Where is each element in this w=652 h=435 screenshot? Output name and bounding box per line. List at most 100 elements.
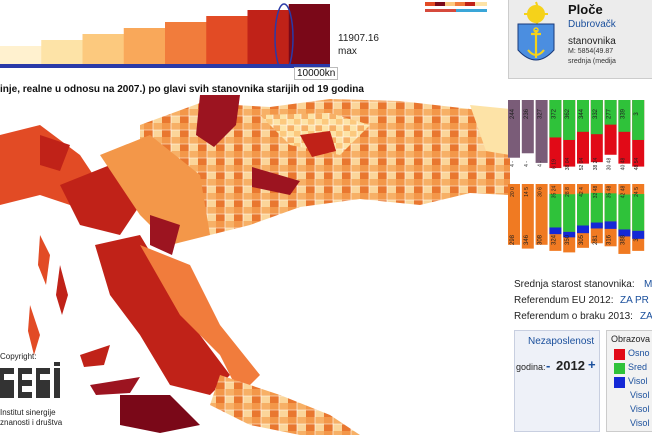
stat-row-label: Referendum o braku 2013: xyxy=(514,311,633,322)
bar-bottom-green xyxy=(604,193,617,222)
legend-step xyxy=(247,10,290,66)
stat-row-value[interactable]: M xyxy=(644,279,652,290)
bar-top-label: 3 xyxy=(634,112,640,116)
bar-top-sublabel: 4 - xyxy=(510,161,516,167)
bar-top-sublabel: 4 - xyxy=(538,161,544,167)
bar-bottom-blue xyxy=(604,221,617,229)
education-item[interactable]: Visol xyxy=(630,418,650,428)
bar-top-sublabel: 48 54 xyxy=(634,158,640,171)
year-increment-button[interactable]: + xyxy=(588,357,596,372)
region-lika-dark[interactable] xyxy=(150,215,180,255)
bar-bottom-label: 388 xyxy=(620,234,626,245)
education-item[interactable]: Visol xyxy=(630,404,650,414)
unemployment-title[interactable]: Nezaposlenost xyxy=(528,336,595,347)
coat-of-arms-icon xyxy=(517,1,555,61)
bar-bottom-label: 324 xyxy=(551,234,557,245)
legend-step xyxy=(0,46,42,66)
region-lika[interactable] xyxy=(100,135,210,245)
croatia-choropleth-map[interactable] xyxy=(0,95,510,435)
legend-color-scale xyxy=(0,3,330,68)
island-pag[interactable] xyxy=(28,305,40,355)
metric-text: M: 5854(49.87 xyxy=(568,48,614,55)
copyright-label: Copyright: xyxy=(0,352,37,361)
bar-top-sublabel: 40 48 xyxy=(620,158,626,171)
year-decrement-button[interactable]: - xyxy=(546,358,551,373)
region-dark-mid[interactable] xyxy=(252,167,300,195)
municipality-name: Ploče xyxy=(568,2,603,17)
bar-bottom-label: 298 xyxy=(510,234,516,245)
bar-bottom-sublabel: 14 5 xyxy=(524,187,530,197)
bar-top-label: 332 xyxy=(593,108,599,119)
region-istria-inner[interactable] xyxy=(40,135,70,171)
education-item[interactable]: Sred xyxy=(628,362,648,372)
education-item[interactable]: Osno xyxy=(628,348,650,358)
bar-top-label: 244 xyxy=(510,108,516,119)
education-swatch xyxy=(614,349,625,360)
region-dalmatia[interactable] xyxy=(95,235,230,395)
island-hvar[interactable] xyxy=(90,377,140,395)
bar-bottom-blue xyxy=(563,231,576,238)
legend-step xyxy=(206,16,248,66)
region-zagreb[interactable] xyxy=(196,95,240,147)
county-link[interactable]: Dubrovačk xyxy=(568,19,616,30)
bar-top-green xyxy=(577,100,589,132)
bar-bottom-sublabel: 20 0 xyxy=(510,187,516,197)
unemployment-box xyxy=(514,330,600,432)
legend-step xyxy=(165,22,207,66)
bar-bottom-sublabel: 28 8 xyxy=(565,187,571,197)
bar-bottom-sublabel: 35 48 xyxy=(607,186,613,199)
bar-bottom-label: 3 xyxy=(634,238,640,242)
education-item[interactable]: Visol xyxy=(628,376,648,386)
bar-bottom-sublabel: 32 48 xyxy=(593,186,599,199)
bar-bottom-blue xyxy=(632,230,645,239)
median-text: srednja (medija xyxy=(568,58,616,65)
bar-bottom-blue xyxy=(618,229,631,237)
bar-top xyxy=(521,100,534,154)
stat-row-label: Referendum EU 2012: xyxy=(514,295,614,306)
population-text: stanovnika xyxy=(568,36,616,47)
region-island-south[interactable] xyxy=(120,395,200,433)
bar-top-sublabel: 38 04 xyxy=(565,158,571,171)
institute-name-line2: znanosti i društva xyxy=(0,418,63,427)
region-north[interactable] xyxy=(140,99,510,235)
island-brac[interactable] xyxy=(80,345,110,367)
bar-bottom-sublabel: 24 5 xyxy=(634,187,640,197)
bar-top xyxy=(508,100,520,158)
bar-bottom-green xyxy=(549,194,562,228)
region-dalmatia-hinterland[interactable] xyxy=(140,245,260,395)
bar-top-label: 327 xyxy=(538,108,544,119)
legend-step xyxy=(41,40,83,66)
bar-top-label: 339 xyxy=(620,108,626,119)
bar-bottom-sublabel: 35 24 xyxy=(551,186,557,199)
bar-bottom-sublabel: 30 6 xyxy=(538,187,544,197)
island-cres[interactable] xyxy=(38,235,50,285)
bar-top-green xyxy=(618,100,631,132)
stat-row-value[interactable]: ZA xyxy=(640,311,652,322)
bar-bottom-green xyxy=(618,194,631,230)
bar-top-green xyxy=(549,100,562,138)
bar-bottom-green xyxy=(563,194,576,232)
legend-max-label: max xyxy=(338,46,357,57)
region-south-dalmatia[interactable] xyxy=(210,375,360,435)
bar-bottom-sublabel: 42 48 xyxy=(620,186,626,199)
legend-highlight-marker xyxy=(274,3,294,68)
bar-bottom xyxy=(535,184,548,245)
bar-top-label: 344 xyxy=(579,108,585,119)
bar-bottom-label: 316 xyxy=(607,234,613,245)
legend-scale-tick: 10000kn xyxy=(294,67,339,80)
bar-top-label: 362 xyxy=(565,108,571,119)
legend-baseline xyxy=(0,64,330,68)
bar-top-sublabel: 52 04 xyxy=(579,158,585,171)
island-rab[interactable] xyxy=(56,265,68,315)
bar-bottom-label: 308 xyxy=(538,234,544,245)
bar-bottom-label: 350 xyxy=(565,234,571,245)
bar-top-green xyxy=(604,100,617,125)
stat-row-value[interactable]: ZA PR xyxy=(620,295,649,306)
education-item[interactable]: Visol xyxy=(630,390,650,400)
year-label: godina: xyxy=(516,362,546,372)
bar-bottom xyxy=(521,184,534,249)
region-east[interactable] xyxy=(470,105,510,155)
bar-top-sublabel: 30 48 xyxy=(607,158,613,171)
mini-legend-swatch[interactable] xyxy=(425,2,487,16)
region-red-north[interactable] xyxy=(300,131,336,157)
